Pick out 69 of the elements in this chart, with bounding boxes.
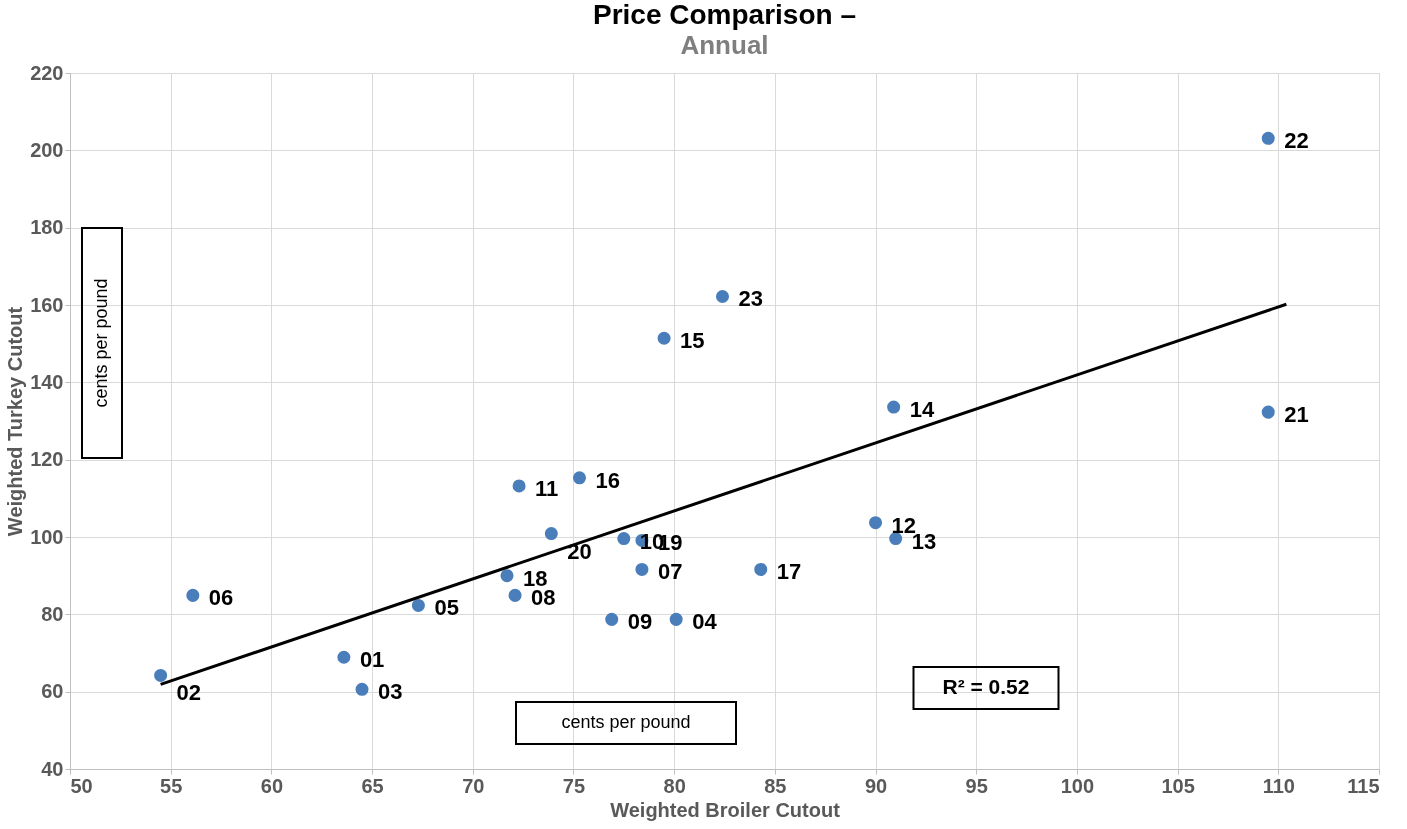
- annotation: 07: [657, 559, 683, 585]
- point: [512, 479, 526, 493]
- point: [657, 331, 671, 345]
- y-tick-label: 180: [30, 216, 64, 239]
- annotation: 23: [738, 286, 763, 312]
- annotation: 02: [176, 680, 202, 706]
- annotation: 14: [909, 397, 935, 423]
- y-tick-label: 80: [41, 602, 64, 625]
- annotation: 15: [680, 328, 705, 354]
- point: [500, 569, 514, 583]
- x-tick-label: 50: [70, 774, 93, 797]
- point: [411, 598, 425, 612]
- x-tick-label: 65: [361, 774, 384, 797]
- x-tick-label: 100: [1060, 774, 1095, 797]
- chart-title: Price Comparison –: [593, 0, 856, 30]
- point: [154, 668, 168, 682]
- point: [635, 562, 649, 576]
- point: [617, 532, 631, 546]
- annotation: 16: [595, 467, 620, 493]
- y-tick-label: 200: [30, 138, 64, 161]
- point: [1261, 405, 1275, 419]
- annotation: cents per pound: [91, 278, 111, 408]
- point: [889, 532, 903, 546]
- annotation: cents per pound: [561, 712, 691, 732]
- x-tick-label: 105: [1161, 774, 1195, 797]
- point: [355, 682, 369, 696]
- point: [508, 588, 522, 602]
- annotation: R² = 0.52: [942, 675, 1030, 698]
- x-tick-label: 70: [462, 774, 485, 797]
- x-tick-label: 115: [1347, 774, 1380, 797]
- point: [669, 612, 683, 626]
- annotation: 04: [692, 609, 718, 635]
- y-tick-label: 140: [30, 370, 64, 393]
- point: [544, 527, 558, 541]
- annotation: 01: [359, 647, 385, 673]
- annotation: 05: [434, 595, 459, 621]
- x-tick-label: 80: [663, 774, 686, 797]
- x-tick-label: 75: [562, 774, 586, 797]
- y-tick-label: 60: [41, 680, 64, 703]
- annotation: 09: [627, 609, 653, 635]
- x-tick-label: 85: [764, 774, 787, 797]
- y-tick-label: 40: [41, 757, 64, 780]
- y-tick-label: 160: [30, 293, 64, 316]
- x-tick-label: 110: [1262, 774, 1295, 797]
- x-tick-label: 95: [965, 774, 988, 797]
- annotation: 03: [378, 679, 403, 705]
- point: [605, 612, 619, 626]
- point: [754, 562, 768, 576]
- point: [186, 588, 200, 602]
- annotation: 06: [208, 585, 234, 611]
- y-tick-label: 100: [30, 525, 64, 548]
- y-tick-label: 120: [30, 448, 64, 471]
- point: [1261, 131, 1275, 145]
- point: [887, 400, 901, 414]
- x-tick-label: 90: [864, 774, 888, 797]
- point: [869, 516, 883, 530]
- point: [572, 471, 587, 485]
- x-tick-label: 55: [160, 774, 183, 797]
- point: [337, 650, 351, 664]
- y-axis-title: Weighted Turkey Cutout: [4, 306, 27, 537]
- annotation: 22: [1284, 128, 1309, 154]
- x-axis-title: Weighted Broiler Cutout: [610, 798, 841, 821]
- annotation: 21: [1284, 402, 1309, 428]
- annotation: 11: [535, 475, 559, 501]
- point: [715, 289, 730, 303]
- chart-subtitle: Annual: [680, 30, 769, 60]
- x-tick-label: 60: [260, 774, 284, 797]
- annotation: 17: [776, 559, 802, 585]
- y-tick-label: 220: [30, 61, 64, 84]
